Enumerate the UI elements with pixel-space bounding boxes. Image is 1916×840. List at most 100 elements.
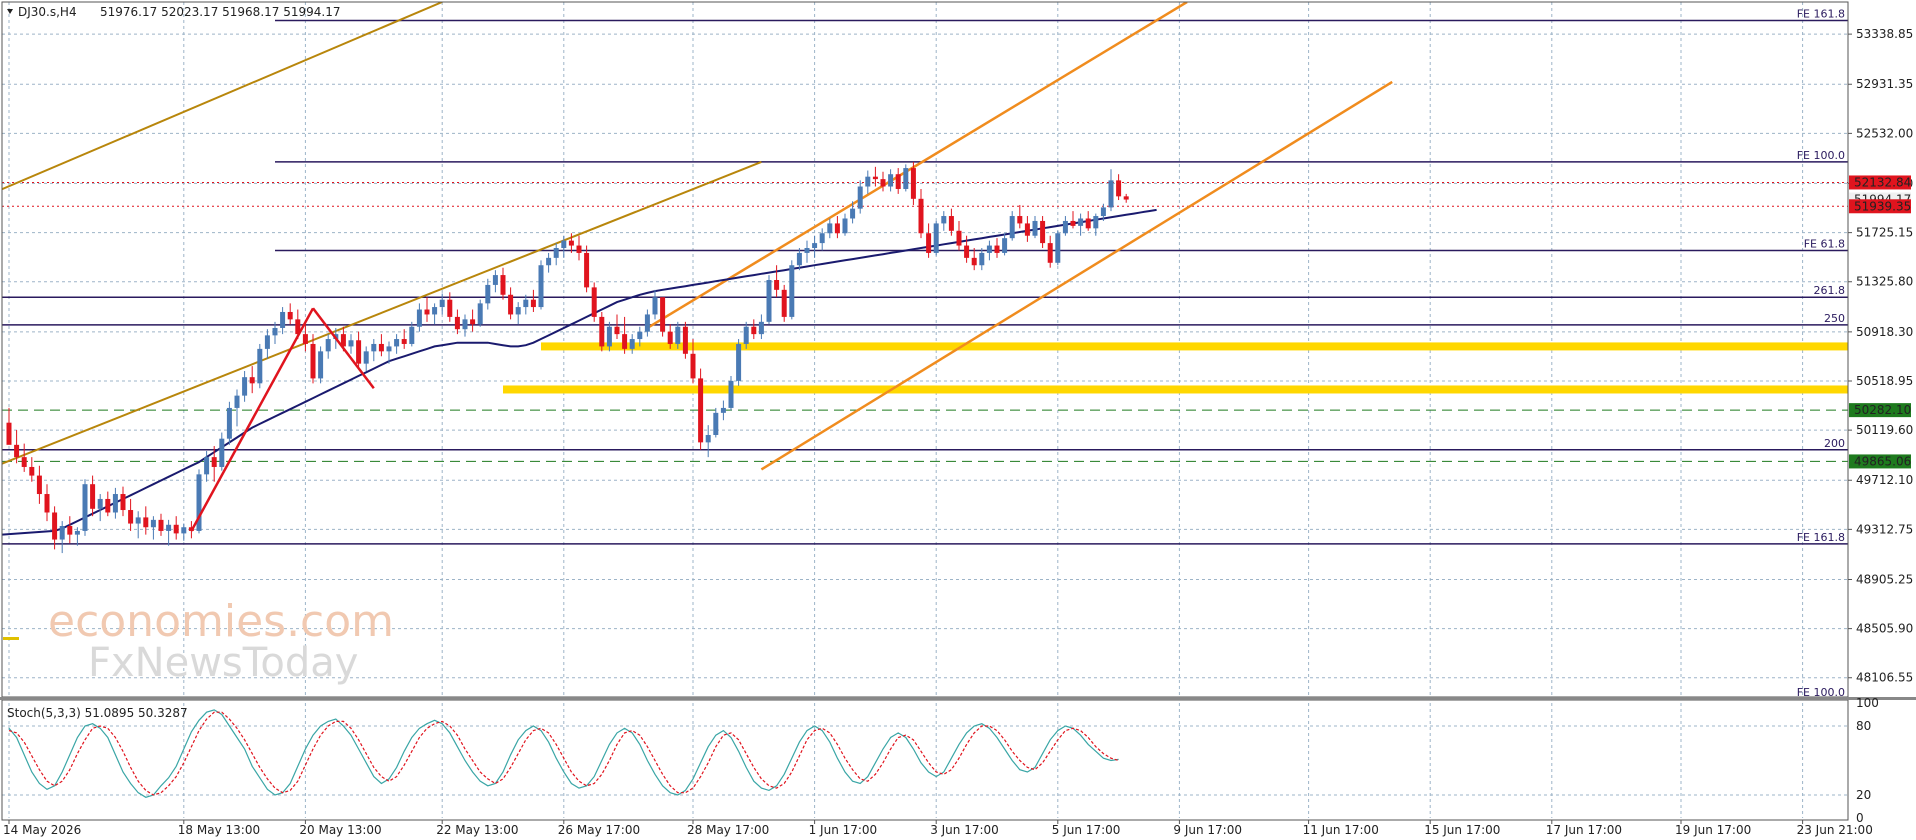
stoch-axis-label: 80 [1856, 719, 1871, 733]
time-tick-label: 3 Jun 17:00 [930, 823, 999, 837]
candle-body [933, 223, 939, 253]
candle-body [1108, 180, 1114, 208]
price-badge-label: 50282.10 [1854, 403, 1911, 417]
stoch-axis-label: 100 [1856, 696, 1879, 710]
candle-body [568, 240, 574, 246]
candle-body [850, 208, 856, 219]
price-badge [1849, 454, 1911, 469]
candle-body [29, 466, 35, 476]
time-tick-label: 15 Jun 17:00 [1424, 823, 1500, 837]
candle-body [546, 257, 552, 266]
stoch-axis: 100 80 20 0 [1856, 696, 1879, 825]
time-tick-label: 22 May 13:00 [436, 823, 518, 837]
candle-body [682, 326, 688, 354]
candle-body [796, 252, 802, 266]
price-tick-label: 48505.90 [1856, 622, 1913, 636]
drawing-objects [2, 2, 1848, 554]
indicator-panel [8, 709, 1119, 798]
candle-body [614, 326, 620, 335]
candle-body [523, 299, 529, 308]
candle-body [432, 307, 438, 315]
candle-body [758, 321, 764, 335]
candle-body [880, 179, 886, 187]
candle-body [386, 346, 392, 352]
candle-body [219, 438, 225, 467]
candle-body [112, 494, 118, 513]
candle-body [280, 311, 286, 328]
candle-body [986, 245, 992, 253]
price-tick-label: 52532.00 [1856, 126, 1913, 140]
candle-body [538, 265, 544, 308]
candle-body [941, 216, 947, 224]
candle-body [948, 216, 954, 231]
time-tick-label: 18 May 13:00 [178, 823, 260, 837]
price-badge [1849, 199, 1911, 214]
candle-body [964, 245, 970, 258]
candle-body [348, 340, 354, 347]
time-tick-label: 19 Jun 17:00 [1675, 823, 1751, 837]
candle-body [622, 334, 628, 349]
price-badge [1849, 175, 1911, 190]
candle-body [424, 309, 430, 315]
stoch-signal-line [8, 711, 1119, 796]
candle-body [872, 176, 878, 180]
fib-level-label: FE 100.0 [1797, 149, 1845, 162]
candle-body [1032, 220, 1038, 236]
candle-body [766, 280, 772, 322]
candle-body [743, 326, 749, 344]
candle-body [120, 494, 126, 511]
candle-body [1024, 223, 1030, 236]
candle-body [1055, 233, 1061, 263]
price-axis: 53338.8552931.3552532.0052125.9051725.15… [1848, 27, 1913, 685]
candle-body [584, 252, 590, 288]
candle-body [52, 512, 58, 540]
fib-level-label: FE 161.8 [1797, 7, 1845, 20]
candle-body [447, 299, 453, 317]
candle-body [1017, 216, 1023, 224]
candle-body [295, 319, 301, 335]
price-badge [1849, 403, 1911, 418]
candle-body [895, 174, 901, 189]
candle-body [59, 526, 65, 540]
candle-body [1123, 196, 1129, 200]
candle-body [272, 327, 278, 336]
channel-lower [760, 80, 1393, 471]
grid [2, 2, 1848, 818]
candle-body [454, 316, 460, 330]
candle-body [1002, 238, 1008, 253]
candle-body [606, 326, 612, 347]
candle-body [226, 407, 232, 439]
price-tick-label: 53338.85 [1856, 27, 1913, 41]
fib-level-label: 250 [1824, 312, 1845, 325]
candle-body [971, 257, 977, 266]
candle-body [158, 519, 164, 531]
candle-body [553, 248, 559, 258]
candle-body [865, 176, 871, 187]
candle-body [1070, 220, 1076, 226]
candle-body [143, 517, 149, 528]
candle-body [667, 331, 673, 344]
candle-body [150, 519, 156, 528]
candle-body [340, 334, 346, 347]
dropdown-triangle-icon[interactable] [7, 9, 13, 14]
candles [6, 161, 1129, 554]
moving-average [2, 208, 1157, 536]
zigzag-segment [190, 307, 315, 532]
trend-line-lower [2, 160, 762, 465]
candle-body [819, 233, 825, 244]
time-tick-label: 23 Jun 21:00 [1797, 823, 1873, 837]
candle-body [371, 343, 377, 352]
candle-body [644, 314, 650, 332]
candle-body [804, 248, 810, 253]
candle-body [599, 316, 605, 347]
price-tick-label: 49712.10 [1856, 473, 1913, 487]
candle-body [1062, 220, 1068, 234]
candle-body [6, 422, 12, 445]
candle-body [1116, 180, 1122, 197]
header: DJ30.s,H4 51976.17 52023.17 51968.17 519… [7, 5, 340, 720]
candle-body [211, 457, 217, 467]
candle-body [956, 230, 962, 246]
candle-body [888, 174, 894, 187]
